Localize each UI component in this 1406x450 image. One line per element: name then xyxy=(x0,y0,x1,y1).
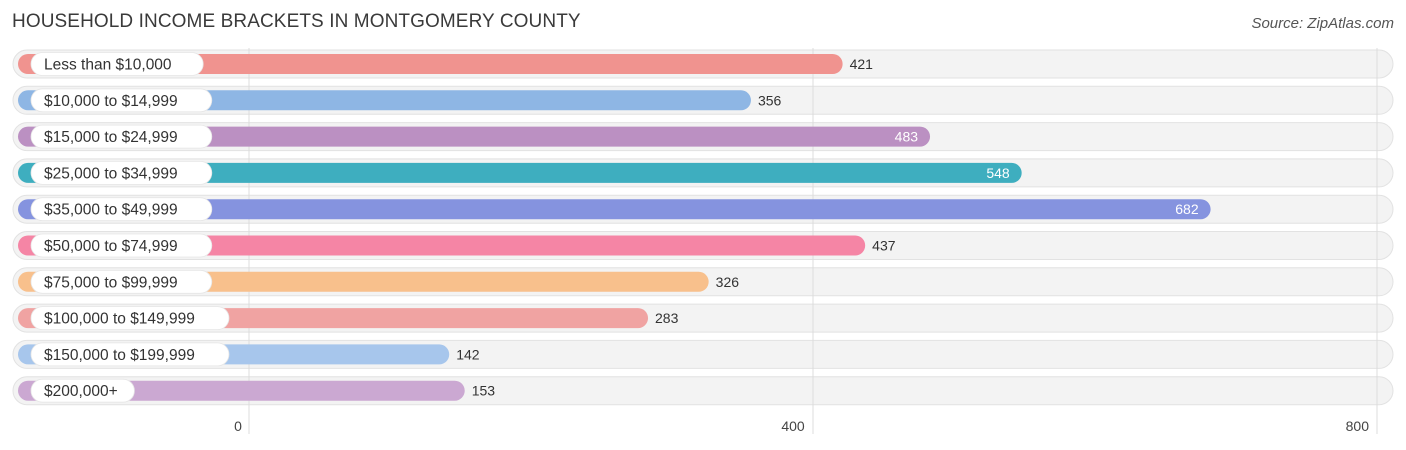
category-label: Less than $10,000 xyxy=(44,57,172,74)
bar xyxy=(18,235,866,256)
value-label: 142 xyxy=(456,346,480,362)
category-label-pill xyxy=(30,342,230,367)
value-label: 153 xyxy=(472,383,496,399)
value-label: 326 xyxy=(716,274,740,290)
category-label-pill xyxy=(30,378,135,403)
value-label: 421 xyxy=(850,56,874,72)
category-label: $35,000 to $49,999 xyxy=(44,202,178,219)
value-label: 283 xyxy=(655,310,679,326)
chart-source: Source: ZipAtlas.com xyxy=(1251,15,1394,32)
category-label-pill xyxy=(30,233,213,258)
category-label-pill xyxy=(30,160,213,185)
category-label-pill xyxy=(30,197,213,222)
value-label: 483 xyxy=(895,129,919,145)
category-label-pill xyxy=(30,306,230,331)
category-label: $150,000 to $199,999 xyxy=(44,347,195,364)
category-label: $25,000 to $34,999 xyxy=(44,165,178,182)
category-label: $100,000 to $149,999 xyxy=(44,311,195,328)
bar xyxy=(18,199,1211,220)
value-label: 356 xyxy=(758,92,782,108)
x-tick-label: 0 xyxy=(234,418,242,434)
bar xyxy=(18,162,1022,183)
bar xyxy=(18,126,931,147)
value-label: 682 xyxy=(1175,201,1199,217)
x-tick-label: 400 xyxy=(781,418,805,434)
x-tick-label: 800 xyxy=(1346,418,1370,434)
value-label: 548 xyxy=(986,165,1010,181)
category-label-pill xyxy=(30,52,204,76)
category-label: $15,000 to $24,999 xyxy=(44,129,178,146)
category-label-pill xyxy=(30,88,213,113)
value-label: 437 xyxy=(872,238,896,254)
category-label: $10,000 to $14,999 xyxy=(44,93,178,110)
category-label: $200,000+ xyxy=(44,383,118,400)
category-label: $75,000 to $99,999 xyxy=(44,274,178,291)
bar xyxy=(18,54,843,74)
chart-title: HOUSEHOLD INCOME BRACKETS IN MONTGOMERY … xyxy=(12,11,581,32)
category-label: $50,000 to $74,999 xyxy=(44,238,178,255)
category-label-pill xyxy=(30,269,213,294)
category-label-pill xyxy=(30,124,213,149)
